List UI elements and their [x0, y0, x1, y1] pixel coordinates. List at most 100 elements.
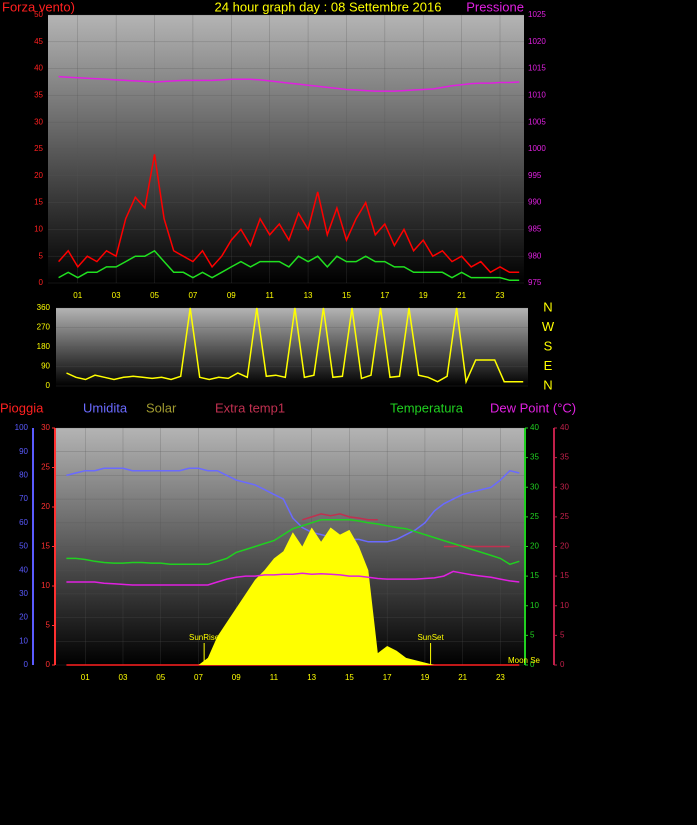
y3-tick-label: 20 — [41, 502, 50, 511]
y2-tick-label: 40 — [530, 423, 539, 432]
y-tick-label: 30 — [34, 117, 43, 126]
y-tick-label: 70 — [19, 494, 28, 503]
y-tick-label: 20 — [34, 171, 43, 180]
y-tick-label: 90 — [19, 447, 28, 456]
legend-label: Umidita — [83, 400, 128, 415]
line — [66, 307, 524, 385]
legend-label: Pioggia — [0, 400, 44, 415]
x-tick-label: 17 — [383, 673, 392, 682]
x-tick-label: 05 — [156, 673, 165, 682]
y-tick-label: 35 — [34, 91, 43, 100]
y-tick-label: 5 — [39, 251, 44, 260]
y2-tick-label: 975 — [528, 278, 542, 287]
y-tick-label: 0 — [24, 660, 29, 669]
x-tick-label: 09 — [227, 291, 236, 300]
y2-tick-label: 35 — [530, 453, 539, 462]
y2-tick-label: 1025 — [528, 10, 546, 19]
y-tick-label: 50 — [34, 10, 43, 19]
y4-tick-label: 10 — [560, 601, 569, 610]
y2-tick-label: W — [542, 319, 555, 334]
y2-tick-label: 25 — [530, 512, 539, 521]
y3-tick-label: 5 — [46, 621, 51, 630]
y2-tick-label: 1015 — [528, 64, 546, 73]
y4-tick-label: 15 — [560, 571, 569, 580]
x-tick-label: 01 — [81, 673, 90, 682]
y4-tick-label: 30 — [560, 482, 569, 491]
y2-tick-label: 985 — [528, 225, 542, 234]
x-tick-label: 21 — [457, 291, 466, 300]
y2-tick-label: 1000 — [528, 144, 546, 153]
y3-tick-label: 10 — [41, 581, 50, 590]
y-tick-label: 45 — [34, 37, 43, 46]
y2-tick-label: N — [543, 299, 552, 314]
annotation: SunSet — [417, 633, 444, 642]
y-tick-label: 90 — [41, 362, 50, 371]
line — [66, 570, 520, 586]
y3-tick-label: 0 — [46, 660, 51, 669]
x-tick-label: 15 — [342, 291, 351, 300]
x-tick-label: 13 — [307, 673, 316, 682]
y-tick-label: 360 — [37, 303, 51, 312]
x-tick-label: 23 — [496, 291, 505, 300]
legend-label: Temperatura — [390, 400, 464, 415]
y-tick-label: 10 — [34, 225, 43, 234]
line — [66, 519, 520, 566]
y-tick-label: 180 — [37, 342, 51, 351]
y-tick-label: 20 — [19, 613, 28, 622]
x-tick-label: 07 — [188, 291, 197, 300]
y-tick-label: 10 — [19, 636, 28, 645]
y2-tick-label: 995 — [528, 171, 542, 180]
y-tick-label: 0 — [46, 381, 51, 390]
line — [58, 154, 520, 274]
y-tick-label: 80 — [19, 471, 28, 480]
y2-tick-label: E — [544, 358, 553, 373]
line — [66, 467, 520, 543]
y4-tick-label: 35 — [560, 453, 569, 462]
x-tick-label: 03 — [119, 673, 128, 682]
x-tick-label: 11 — [270, 673, 279, 682]
annotation: Moon Se — [508, 656, 541, 665]
y2-tick-label: 1005 — [528, 117, 546, 126]
legend-label: Solar — [146, 400, 177, 415]
y-tick-label: 25 — [34, 144, 43, 153]
y2-tick-label: 15 — [530, 571, 539, 580]
x-tick-label: 11 — [266, 291, 275, 300]
y-tick-label: 15 — [34, 198, 43, 207]
x-tick-label: 09 — [232, 673, 241, 682]
x-tick-label: 03 — [112, 291, 121, 300]
x-tick-label: 23 — [496, 673, 505, 682]
y2-tick-label: 10 — [530, 601, 539, 610]
x-tick-label: 05 — [150, 291, 159, 300]
y-tick-label: 60 — [19, 518, 28, 527]
line — [58, 249, 520, 282]
y4-tick-label: 20 — [560, 542, 569, 551]
y3-tick-label: 25 — [41, 463, 50, 472]
y4-tick-label: 25 — [560, 512, 569, 521]
line — [58, 75, 520, 92]
line — [302, 513, 510, 548]
y3-tick-label: 30 — [41, 423, 50, 432]
area — [66, 527, 520, 665]
y-tick-label: 270 — [37, 323, 51, 332]
y2-tick-label: N — [543, 377, 552, 392]
y2-tick-label: 20 — [530, 542, 539, 551]
y-tick-label: 30 — [19, 589, 28, 598]
y2-tick-label: 0 — [530, 660, 535, 669]
y-tick-label: 0 — [39, 278, 44, 287]
x-tick-label: 17 — [380, 291, 389, 300]
x-tick-label: 01 — [73, 291, 82, 300]
y2-tick-label: 990 — [528, 198, 542, 207]
y-tick-label: 40 — [34, 64, 43, 73]
y2-tick-label: 980 — [528, 251, 542, 260]
legend-label: Extra temp1 — [215, 400, 285, 415]
y4-tick-label: 40 — [560, 423, 569, 432]
y-axis-label: Forza vento) — [2, 0, 75, 14]
y-tick-label: 100 — [15, 423, 29, 432]
annotation: SunRise — [189, 633, 220, 642]
legend-label: Dew Point (°C) — [490, 400, 576, 415]
x-tick-label: 19 — [419, 291, 428, 300]
y2-tick-label: 1020 — [528, 37, 546, 46]
x-tick-label: 19 — [420, 673, 429, 682]
